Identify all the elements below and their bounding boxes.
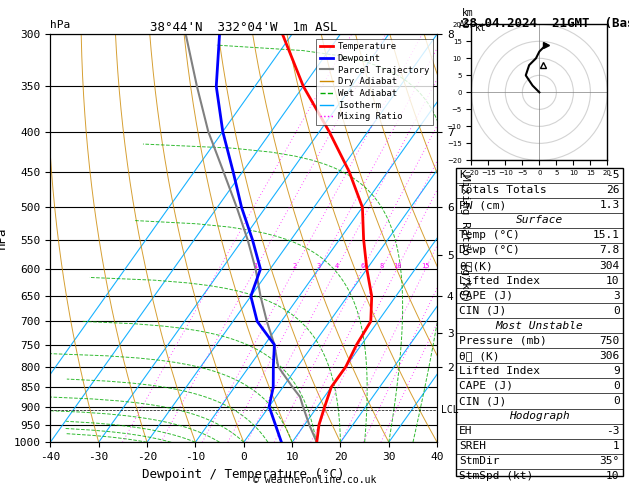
Text: 10: 10 bbox=[606, 471, 620, 481]
Text: 35°: 35° bbox=[599, 456, 620, 466]
Text: 304: 304 bbox=[599, 260, 620, 271]
Text: CAPE (J): CAPE (J) bbox=[459, 381, 513, 391]
Text: 0: 0 bbox=[613, 381, 620, 391]
Text: 750: 750 bbox=[599, 336, 620, 346]
Text: 1.3: 1.3 bbox=[599, 200, 620, 210]
Text: LCL: LCL bbox=[441, 405, 459, 415]
Text: hPa: hPa bbox=[50, 20, 70, 30]
Text: Hodograph: Hodograph bbox=[509, 411, 570, 421]
Text: 9: 9 bbox=[613, 366, 620, 376]
Text: Pressure (mb): Pressure (mb) bbox=[459, 336, 547, 346]
Legend: Temperature, Dewpoint, Parcel Trajectory, Dry Adiabat, Wet Adiabat, Isotherm, Mi: Temperature, Dewpoint, Parcel Trajectory… bbox=[316, 38, 433, 125]
Text: 10: 10 bbox=[392, 263, 401, 269]
Text: CIN (J): CIN (J) bbox=[459, 396, 506, 406]
Text: θᴄ(K): θᴄ(K) bbox=[459, 260, 493, 271]
Text: km
ASL: km ASL bbox=[459, 8, 477, 30]
Text: Dewp (°C): Dewp (°C) bbox=[459, 245, 520, 256]
Text: 7.8: 7.8 bbox=[599, 245, 620, 256]
Text: 6: 6 bbox=[360, 263, 365, 269]
Y-axis label: hPa: hPa bbox=[0, 227, 8, 249]
Text: PW (cm): PW (cm) bbox=[459, 200, 506, 210]
Text: Totals Totals: Totals Totals bbox=[459, 185, 547, 195]
Text: 15: 15 bbox=[421, 263, 430, 269]
Text: 15.1: 15.1 bbox=[593, 230, 620, 241]
Text: -3: -3 bbox=[606, 426, 620, 436]
X-axis label: Dewpoint / Temperature (°C): Dewpoint / Temperature (°C) bbox=[143, 468, 345, 481]
Title: 38°44'N  332°04'W  1m ASL: 38°44'N 332°04'W 1m ASL bbox=[150, 21, 338, 34]
Text: θᴄ (K): θᴄ (K) bbox=[459, 351, 499, 361]
Text: 3: 3 bbox=[316, 263, 321, 269]
Text: 0: 0 bbox=[613, 306, 620, 316]
Text: 8: 8 bbox=[379, 263, 384, 269]
Text: CIN (J): CIN (J) bbox=[459, 306, 506, 316]
Text: © weatheronline.co.uk: © weatheronline.co.uk bbox=[253, 475, 376, 485]
Text: 26: 26 bbox=[606, 185, 620, 195]
Text: Lifted Index: Lifted Index bbox=[459, 276, 540, 286]
Y-axis label: Mixing Ratio (g/kg): Mixing Ratio (g/kg) bbox=[460, 174, 470, 302]
Text: 10: 10 bbox=[606, 276, 620, 286]
Text: Temp (°C): Temp (°C) bbox=[459, 230, 520, 241]
Text: SREH: SREH bbox=[459, 441, 486, 451]
Text: 3: 3 bbox=[613, 291, 620, 301]
Text: Lifted Index: Lifted Index bbox=[459, 366, 540, 376]
Text: Surface: Surface bbox=[516, 215, 563, 226]
Text: Most Unstable: Most Unstable bbox=[496, 321, 583, 331]
Text: K: K bbox=[459, 170, 466, 180]
Text: CAPE (J): CAPE (J) bbox=[459, 291, 513, 301]
Text: StmDir: StmDir bbox=[459, 456, 499, 466]
Text: 1: 1 bbox=[613, 441, 620, 451]
Text: 0: 0 bbox=[613, 396, 620, 406]
Text: 2: 2 bbox=[292, 263, 297, 269]
Text: EH: EH bbox=[459, 426, 472, 436]
Text: -5: -5 bbox=[606, 170, 620, 180]
Text: 4: 4 bbox=[335, 263, 338, 269]
Text: 306: 306 bbox=[599, 351, 620, 361]
Text: 28.04.2024  21GMT  (Base: 18): 28.04.2024 21GMT (Base: 18) bbox=[462, 17, 629, 30]
Text: kt: kt bbox=[475, 23, 486, 33]
Text: 1: 1 bbox=[253, 263, 257, 269]
Text: StmSpd (kt): StmSpd (kt) bbox=[459, 471, 533, 481]
